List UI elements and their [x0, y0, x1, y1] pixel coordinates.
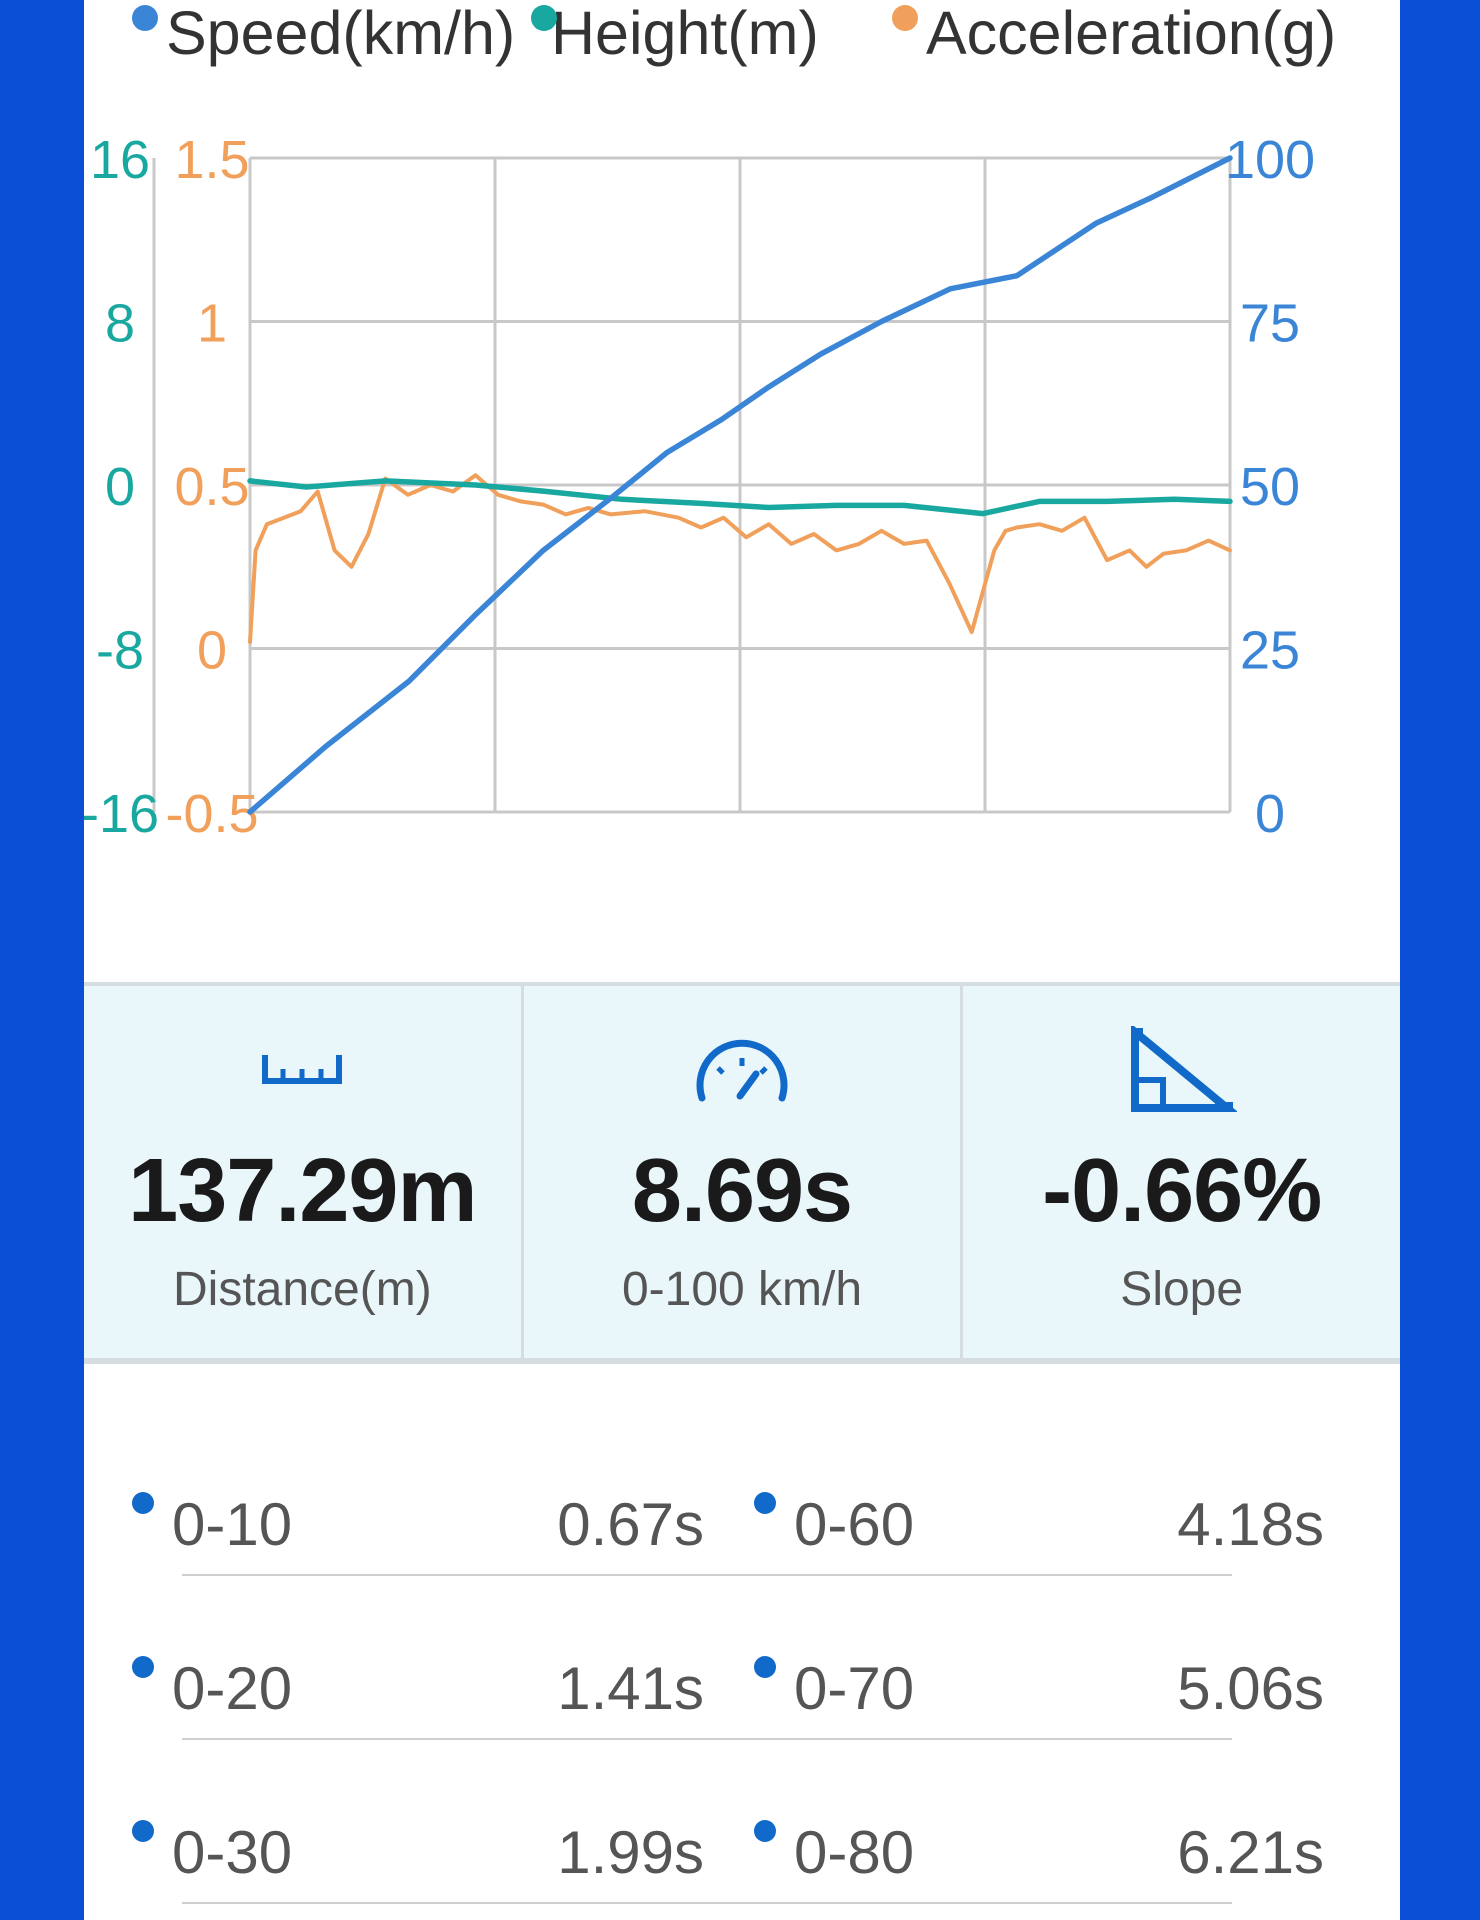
height-tick-label: -8: [96, 621, 144, 681]
split-label: 0-80: [794, 1819, 915, 1886]
legend-item-height[interactable]: Height(m): [531, 0, 819, 68]
acceleration-tick-label: 1.5: [174, 130, 249, 190]
bullet-icon: [754, 1656, 776, 1678]
split-label: 0-20: [172, 1655, 293, 1722]
split-value: 5.06s: [1177, 1655, 1324, 1722]
acceleration-tick-label: 0: [197, 621, 227, 681]
acceleration-tick-label: 0.5: [174, 457, 249, 517]
height-tick-label: 16: [90, 130, 150, 190]
divider: [182, 1738, 1232, 1740]
acceleration-series-line: [248, 473, 1232, 644]
speed-tick-label: 75: [1240, 294, 1300, 354]
split-times-list: 0-10 0.67s 0-60 4.18s 0-20 1.41s 0-70 5.…: [84, 1440, 1400, 1920]
bullet-icon: [754, 1492, 776, 1514]
legend-dot-icon: [892, 4, 918, 31]
split-label: 0-10: [172, 1491, 293, 1558]
split-row: 0-20 1.41s 0-70 5.06s: [84, 1604, 1400, 1768]
height-tick-label: -16: [84, 784, 159, 844]
performance-chart: 16 8 0 -8 -16 1.5 1 0.5 0 -0.5 100 75 50 25 0: [84, 130, 1315, 844]
bullet-icon: [132, 1492, 154, 1514]
acceleration-tick-label: 1: [197, 294, 227, 354]
split-value: 1.41s: [557, 1655, 704, 1722]
split-label: 0-60: [794, 1491, 915, 1558]
split-value: 1.99s: [557, 1819, 704, 1886]
split-label: 0-30: [172, 1819, 293, 1886]
bullet-icon: [132, 1820, 154, 1842]
slope-label: Slope: [1120, 1263, 1244, 1316]
bullet-icon: [132, 1656, 154, 1678]
height-tick-label: 8: [105, 294, 135, 354]
slope-triangle-icon: [963, 1026, 1400, 1116]
divider: [182, 1902, 1232, 1904]
slope-value: -0.66%: [1042, 1141, 1322, 1241]
legend-label: Speed(km/h): [166, 0, 516, 67]
distance-label: Distance(m): [172, 1263, 432, 1316]
split-row: 0-10 0.67s 0-60 4.18s: [84, 1440, 1400, 1604]
legend-label: Acceleration(g): [926, 0, 1337, 67]
legend-label: Height(m): [551, 0, 819, 67]
legend-dot-icon: [132, 4, 158, 31]
legend-item-acceleration[interactable]: Acceleration(g): [892, 0, 1336, 68]
summary-slope: -0.66% Slope: [960, 986, 1400, 1358]
split-value: 0.67s: [557, 1491, 704, 1558]
legend-item-speed[interactable]: Speed(km/h): [132, 0, 515, 68]
speed-tick-label: 100: [1225, 130, 1315, 190]
bullet-icon: [754, 1820, 776, 1842]
speed-tick-label: 50: [1240, 457, 1300, 517]
chart-legend: Speed(km/h) Height(m) Acceleration(g): [84, 0, 1400, 70]
distance-value: 137.29m: [128, 1141, 477, 1241]
summary-panel: 137.29m Distance(m) 8.69s 0-100 km/h: [84, 982, 1400, 1364]
speed-tick-label: 0: [1255, 784, 1285, 844]
split-value: 6.21s: [1177, 1819, 1324, 1886]
height-tick-label: 0: [105, 457, 135, 517]
divider: [182, 1574, 1232, 1576]
split-row: 0-30 1.99s 0-80 6.21s: [84, 1768, 1400, 1920]
split-label: 0-70: [794, 1655, 915, 1722]
acceleration-tick-label: -0.5: [165, 784, 258, 844]
summary-time: 8.69s 0-100 km/h: [520, 986, 961, 1358]
split-value: 4.18s: [1177, 1491, 1324, 1558]
speed-series-line: [247, 155, 1233, 815]
time-label: 0-100 km/h: [621, 1263, 863, 1316]
height-series-line: [247, 478, 1233, 517]
app-screen: Speed(km/h) Height(m) Acceleration(g) 16…: [84, 0, 1400, 1920]
ruler-icon: [84, 1026, 521, 1116]
legend-dot-icon: [531, 4, 557, 31]
speedometer-icon: [524, 1026, 961, 1116]
summary-distance: 137.29m Distance(m): [84, 986, 521, 1358]
time-value: 8.69s: [631, 1141, 853, 1241]
speed-tick-label: 25: [1240, 621, 1300, 681]
